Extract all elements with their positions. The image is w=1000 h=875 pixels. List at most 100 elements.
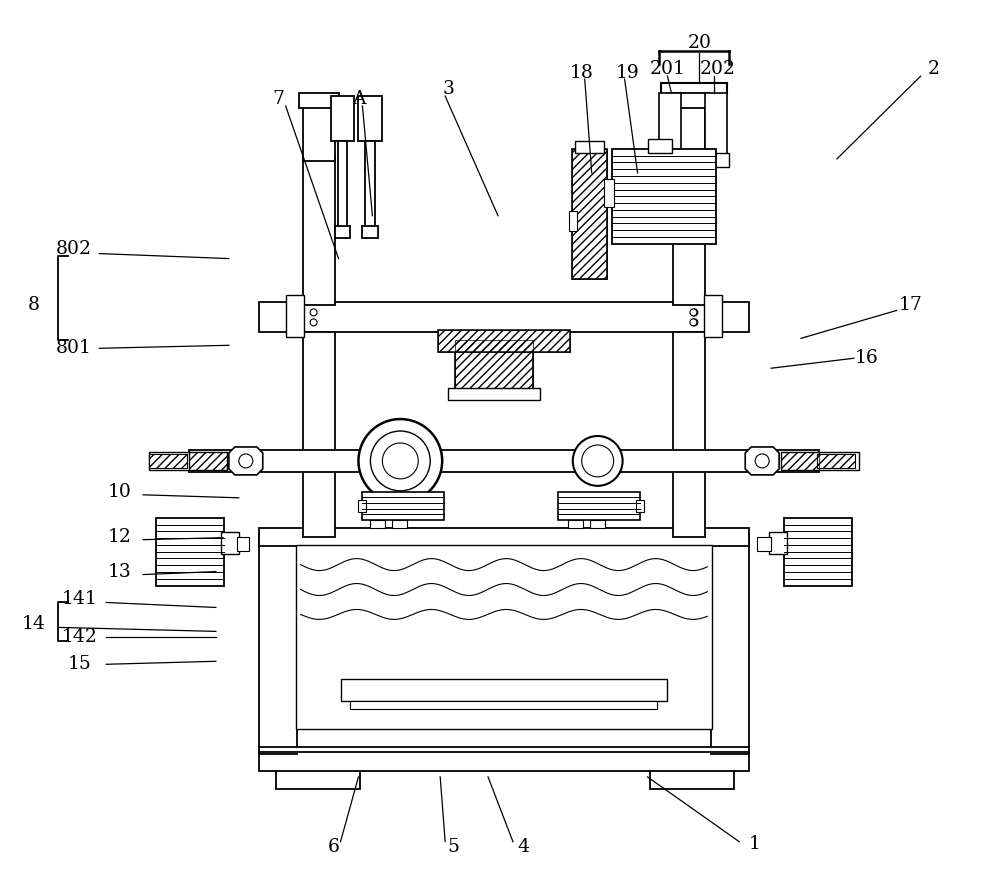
Bar (817, 452, 859, 470)
Bar (296, 544, 712, 729)
Bar (448, 388, 540, 400)
Bar (817, 454, 855, 468)
Bar (438, 331, 570, 353)
Bar (156, 518, 224, 585)
Text: 5: 5 (447, 837, 459, 856)
Bar (612, 149, 716, 243)
Text: 7: 7 (273, 90, 285, 108)
Bar (335, 226, 350, 238)
Bar (362, 226, 378, 238)
Text: 6: 6 (328, 837, 339, 856)
Text: A: A (352, 90, 365, 108)
Bar (673, 102, 705, 161)
Text: 141: 141 (61, 591, 97, 608)
Bar (572, 149, 607, 278)
Circle shape (310, 309, 317, 316)
Bar (673, 156, 705, 305)
Bar (569, 211, 577, 231)
Bar (149, 454, 187, 468)
Bar (286, 296, 304, 338)
Bar (769, 532, 787, 554)
Text: 13: 13 (107, 563, 131, 581)
Bar (341, 679, 667, 701)
Text: 18: 18 (570, 64, 594, 82)
Bar (650, 769, 734, 789)
Bar (604, 178, 614, 206)
Bar (259, 535, 297, 754)
Text: 1: 1 (748, 835, 760, 853)
Bar (221, 532, 239, 554)
Text: 10: 10 (107, 483, 131, 500)
Bar (392, 520, 407, 528)
Text: 142: 142 (61, 628, 97, 647)
Bar (350, 701, 657, 709)
Text: 8: 8 (27, 297, 39, 314)
Circle shape (310, 318, 317, 326)
Text: 20: 20 (687, 34, 711, 52)
Bar (149, 454, 187, 468)
Bar (362, 492, 444, 520)
Bar (817, 454, 855, 468)
Bar (438, 331, 570, 353)
Bar (711, 535, 749, 754)
Bar (669, 93, 709, 108)
Bar (704, 296, 722, 338)
Circle shape (370, 431, 430, 491)
Bar (558, 492, 640, 520)
Bar (331, 96, 354, 141)
Bar (757, 536, 771, 550)
Bar (358, 500, 366, 512)
Circle shape (239, 454, 253, 468)
Text: 202: 202 (699, 60, 735, 78)
Bar (338, 141, 347, 231)
Bar (189, 450, 819, 472)
Bar (784, 518, 852, 585)
Bar (370, 520, 385, 528)
Polygon shape (745, 447, 779, 475)
Circle shape (382, 443, 418, 479)
Bar (303, 156, 335, 305)
Text: 12: 12 (107, 528, 131, 546)
Bar (648, 139, 672, 153)
Text: 15: 15 (67, 655, 91, 673)
Bar (701, 153, 729, 167)
Text: 3: 3 (442, 80, 454, 98)
Circle shape (690, 309, 697, 316)
Bar (358, 96, 382, 141)
Bar (673, 332, 705, 536)
Circle shape (573, 436, 623, 486)
Bar (259, 303, 749, 332)
Bar (656, 153, 683, 167)
Text: 2: 2 (928, 60, 940, 78)
Bar (299, 93, 339, 108)
Text: 14: 14 (22, 615, 45, 634)
Bar (303, 102, 335, 161)
Bar (572, 149, 607, 278)
Bar (636, 500, 644, 512)
Text: 19: 19 (616, 64, 639, 82)
Bar (455, 340, 533, 390)
Bar (259, 747, 749, 752)
Text: 16: 16 (855, 349, 879, 367)
Bar (590, 520, 605, 528)
Text: 802: 802 (55, 240, 91, 257)
Circle shape (358, 419, 442, 503)
Circle shape (691, 309, 698, 316)
Bar (568, 520, 583, 528)
Bar (303, 332, 335, 536)
Polygon shape (229, 447, 263, 475)
Circle shape (755, 454, 769, 468)
Bar (149, 452, 191, 470)
Bar (237, 536, 249, 550)
Bar (276, 769, 360, 789)
Bar (575, 141, 604, 153)
Text: 201: 201 (650, 60, 685, 78)
Bar (189, 452, 227, 470)
Bar (781, 452, 819, 470)
Bar (365, 141, 375, 231)
Text: 17: 17 (899, 297, 923, 314)
Circle shape (691, 318, 698, 326)
Bar (705, 93, 727, 158)
Circle shape (582, 445, 614, 477)
Bar (781, 452, 819, 470)
